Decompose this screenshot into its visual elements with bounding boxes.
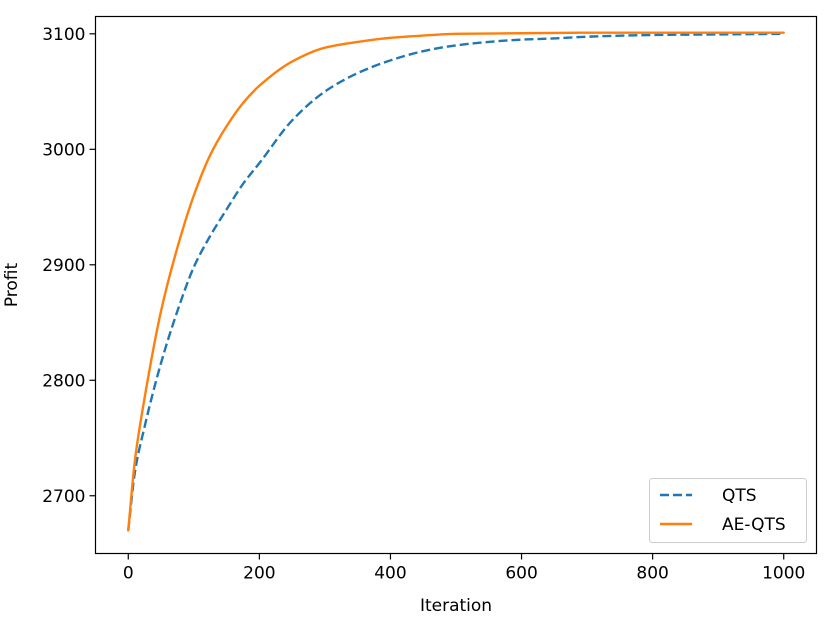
- x-tick-label: 0: [123, 564, 134, 584]
- series-line-qts: [127, 32, 784, 531]
- x-tick-label: 1000: [762, 564, 805, 584]
- y-axis: 2700 2800 2900 3000 3100: [42, 25, 96, 507]
- y-tick-label: 2800: [42, 371, 85, 391]
- y-tick-label: 3100: [42, 25, 85, 45]
- plot-frame: [94, 15, 818, 555]
- legend-label-qts: QTS: [722, 486, 757, 506]
- x-tick-label: 800: [636, 564, 668, 584]
- x-tick-label: 600: [505, 564, 537, 584]
- y-axis-title: Profit: [2, 262, 22, 307]
- y-tick-label: 3000: [42, 140, 85, 160]
- x-axis-title: Iteration: [420, 596, 492, 616]
- series-layer: [127, 31, 785, 532]
- plot-area: [95, 16, 817, 554]
- series-line-ae-qts: [127, 31, 785, 532]
- y-tick-label: 2700: [42, 487, 85, 507]
- x-tick-label: 400: [374, 564, 406, 584]
- x-tick-label: 200: [243, 564, 275, 584]
- legend-label-ae-qts: AE-QTS: [722, 515, 786, 535]
- y-tick-label: 2900: [42, 256, 85, 276]
- legend: QTS AE-QTS: [649, 478, 807, 543]
- x-axis: 0 200 400 600 800 1000: [123, 553, 805, 584]
